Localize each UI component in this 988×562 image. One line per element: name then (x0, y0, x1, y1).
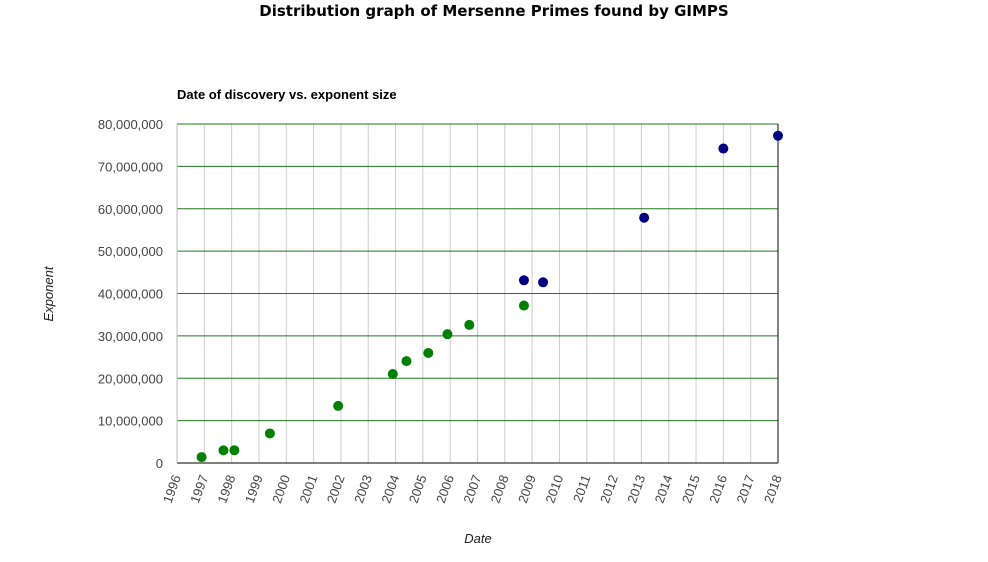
grid (177, 123, 778, 463)
data-point (333, 400, 344, 411)
y-axis-title: Exponent (41, 265, 56, 321)
data-point (387, 369, 398, 380)
x-tick-label: 1998 (214, 473, 238, 505)
x-tick-label: 2006 (433, 473, 457, 505)
y-tick-label: 40,000,000 (98, 287, 163, 302)
data-point (773, 130, 783, 141)
x-tick-label: 2013 (624, 473, 648, 505)
data-point (538, 277, 549, 288)
x-tick-label: 2007 (460, 473, 484, 505)
data-point (518, 300, 529, 311)
x-tick-label: 2002 (324, 473, 348, 505)
y-tick-label: 0 (156, 456, 163, 471)
data-point (423, 347, 434, 358)
data-point (229, 445, 240, 456)
x-tick-label: 2018 (761, 473, 785, 505)
x-tick-label: 2000 (269, 473, 293, 505)
data-point (218, 445, 229, 456)
data-point (718, 143, 729, 154)
x-tick-label: 2016 (706, 473, 730, 505)
x-tick-label: 2005 (406, 473, 430, 505)
page-title: Distribution graph of Mersenne Primes fo… (259, 2, 729, 20)
chart-title: Date of discovery vs. exponent size (177, 87, 397, 102)
x-tick-label: 2015 (679, 473, 703, 505)
x-tick-label: 1996 (160, 473, 184, 505)
data-point (639, 212, 650, 223)
y-tick-label: 20,000,000 (98, 371, 163, 386)
axes (176, 124, 779, 464)
y-tick-label: 80,000,000 (98, 117, 163, 132)
x-tick-label: 2014 (652, 473, 676, 505)
x-tick-label: 2012 (597, 473, 621, 505)
data-point (518, 275, 529, 286)
x-tick-label: 1999 (242, 473, 266, 505)
data-point (401, 356, 412, 367)
x-tick-label: 2003 (351, 473, 375, 505)
y-tick-label: 30,000,000 (98, 329, 163, 344)
y-axis-ticks: 0 10,000,000 20,000,000 30,000,000 40,000,00… (98, 117, 163, 471)
x-axis-title: Date (464, 531, 491, 546)
data-point (196, 452, 207, 463)
x-tick-label: 2008 (488, 473, 512, 505)
x-axis-ticks: 1996 1997 1998 1999 2000 2001 2002 2003 2004 2005… (160, 473, 785, 505)
x-tick-label: 2010 (542, 473, 566, 505)
y-tick-label: 60,000,000 (98, 202, 163, 217)
x-tick-label: 2011 (570, 473, 594, 504)
x-tick-label: 2017 (734, 473, 758, 505)
x-tick-label: 2009 (515, 473, 539, 505)
y-tick-label: 10,000,000 (98, 414, 163, 429)
data-points (196, 130, 783, 463)
x-tick-label: 1997 (187, 473, 211, 505)
y-tick-label: 50,000,000 (98, 244, 163, 259)
data-point (464, 319, 475, 330)
data-point (442, 329, 453, 340)
data-point (264, 428, 275, 439)
x-tick-label: 2004 (378, 473, 402, 505)
y-tick-label: 70,000,000 (98, 159, 163, 174)
x-tick-label: 2001 (296, 473, 320, 505)
